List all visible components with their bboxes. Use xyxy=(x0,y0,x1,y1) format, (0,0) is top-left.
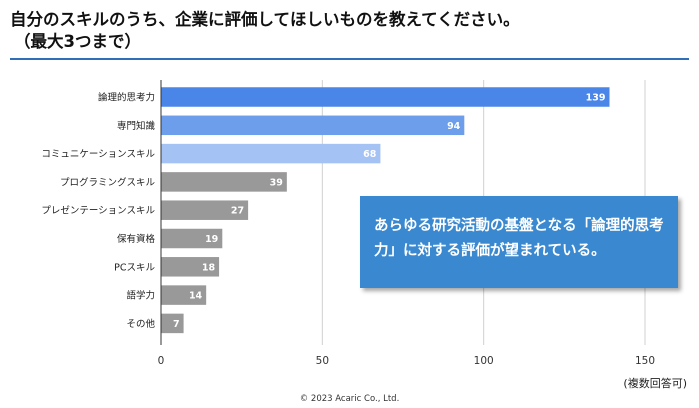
data-label: 14 xyxy=(189,291,203,302)
bar xyxy=(161,115,465,136)
data-label: 27 xyxy=(231,206,244,217)
category-label: PCスキル xyxy=(114,262,155,273)
category-label: コミュニケーションスキル xyxy=(41,149,155,160)
data-label: 18 xyxy=(202,262,216,273)
category-label: 専門知識 xyxy=(117,120,156,132)
bar xyxy=(161,143,381,164)
answer-note: (複数回答可) xyxy=(623,377,687,390)
category-label: プレゼンテーションスキル xyxy=(41,205,155,217)
category-label: 語学力 xyxy=(126,290,155,302)
x-tick-label: 50 xyxy=(316,355,329,367)
category-label: その他 xyxy=(126,318,155,330)
bar xyxy=(161,228,223,249)
category-label: 保有資格 xyxy=(117,233,156,245)
data-label: 7 xyxy=(173,319,180,330)
bar xyxy=(161,172,287,192)
data-label: 39 xyxy=(270,177,283,188)
title-underline xyxy=(10,58,689,60)
callout-box: あらゆる研究活動の基盤となる「論理的思考力」に対する評価が望まれている。 xyxy=(360,196,678,288)
copyright: © 2023 Acaric Co., Ltd. xyxy=(299,394,400,404)
bar xyxy=(161,87,610,107)
bar xyxy=(161,257,220,277)
category-label: 論理的思考力 xyxy=(98,92,155,104)
x-tick-label: 100 xyxy=(474,355,494,367)
page-title: 自分のスキルのうち、企業に評価してほしいものを教えてください。 （最大3つまで） xyxy=(10,9,690,53)
title-line-1: 自分のスキルのうち、企業に評価してほしいものを教えてください。 xyxy=(10,10,520,29)
category-label: プログラミングスキル xyxy=(60,176,156,188)
data-label: 139 xyxy=(586,93,606,104)
x-tick-label: 0 xyxy=(158,355,165,367)
data-label: 94 xyxy=(447,121,461,132)
bar xyxy=(161,285,207,305)
bar xyxy=(161,200,249,220)
data-label: 68 xyxy=(363,149,377,160)
bar xyxy=(161,313,184,334)
title-line-2: （最大3つまで） xyxy=(14,32,141,51)
data-label: 19 xyxy=(205,234,218,245)
x-tick-label: 150 xyxy=(635,355,655,367)
